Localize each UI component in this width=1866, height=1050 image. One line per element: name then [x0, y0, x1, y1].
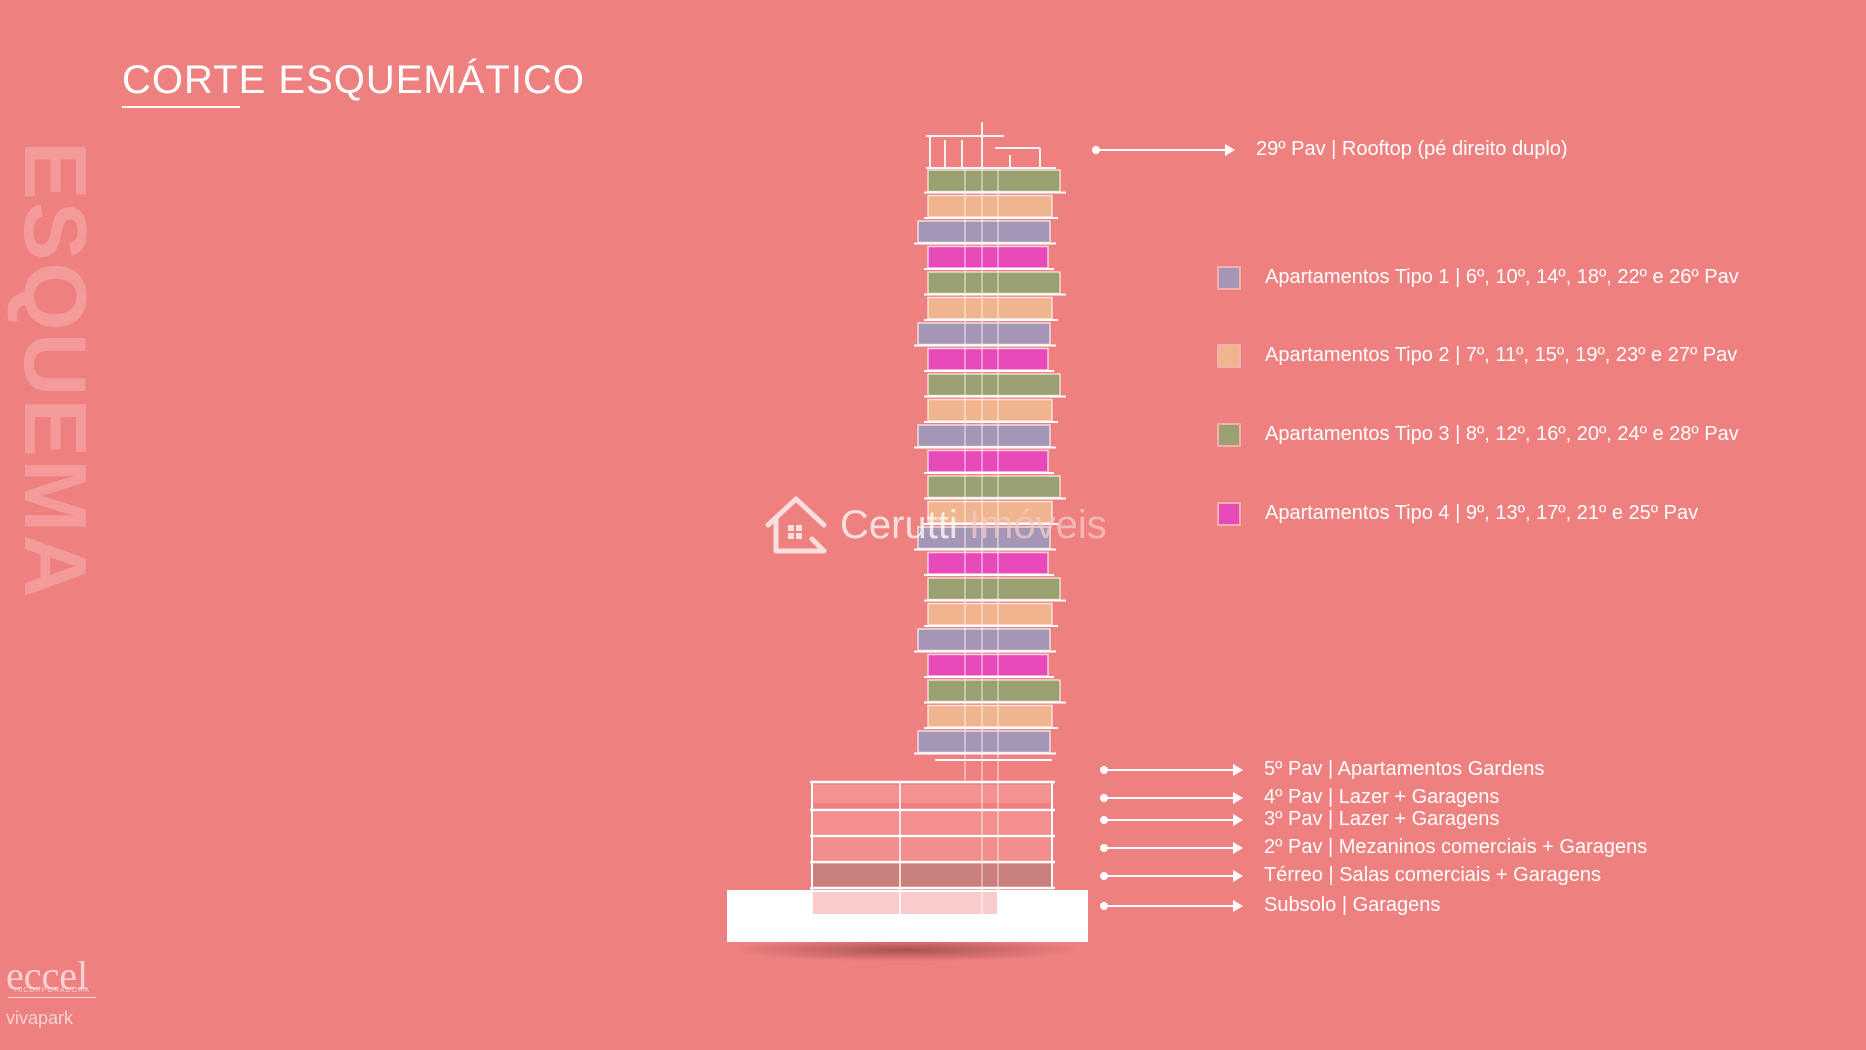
floor-band-tipo4 [927, 245, 1049, 269]
floor-band-tipo2 [927, 602, 1053, 626]
podium-level-subsolo [812, 892, 997, 914]
podium-level-terreo [812, 864, 1052, 888]
brand-logo-primary: eccel [6, 953, 89, 998]
floor-band-tipo2 [927, 398, 1053, 422]
subsolo-label: Subsolo | Garagens [1264, 894, 1441, 916]
terreo-label: Térreo | Salas comerciais + Garagens [1264, 864, 1602, 886]
gardens-label: 5º Pav | Apartamentos Gardens [1264, 758, 1545, 780]
podium-level-3 [812, 812, 1052, 834]
legend-swatch-tipo4 [1217, 502, 1241, 526]
floor-band-tipo1 [917, 628, 1051, 652]
title-underline [122, 106, 240, 108]
legend-label-tipo2: Apartamentos Tipo 2 | 7º, 11º, 15º, 19º,… [1265, 344, 1738, 366]
base-shadow [730, 938, 1080, 962]
rooftop [926, 122, 1056, 169]
podium-level-4 [812, 785, 1052, 803]
brand-logo-secondary: vivapark [6, 1008, 74, 1028]
podium-level-2 [812, 838, 1052, 860]
legend-swatch-tipo3 [1217, 423, 1241, 447]
house-icon [765, 496, 827, 554]
floor-band-tipo3 [927, 373, 1061, 397]
rooftop-arrow [1092, 144, 1235, 156]
brand-logo-primary-sub: INCORPORADORA [8, 987, 96, 998]
floor-band-tipo4 [927, 347, 1049, 371]
watermark: Cerutti Imóveis [762, 490, 1107, 560]
pav3-label: 3º Pav | Lazer + Garagens [1264, 808, 1500, 830]
pav2-arrow [1100, 842, 1243, 854]
rooftop-label: 29º Pav | Rooftop (pé direito duplo) [1256, 138, 1568, 160]
watermark-brand: Cerutti [840, 502, 958, 547]
floor-band-tipo4 [927, 449, 1049, 473]
gardens-arrow [1100, 764, 1243, 776]
floor-band-tipo1 [917, 220, 1051, 244]
pav4-label: 4º Pav | Lazer + Garagens [1264, 786, 1500, 808]
watermark-suffix: Imóveis [968, 502, 1107, 547]
floor-band-tipo4 [927, 653, 1049, 677]
podium [810, 759, 1055, 915]
tower-mullions [964, 168, 999, 915]
pav2-label: 2º Pav | Mezaninos comerciais + Garagens [1264, 836, 1648, 858]
floor-band-tipo3 [927, 577, 1061, 601]
legend-label-tipo3: Apartamentos Tipo 3 | 8º, 12º, 16º, 20º,… [1265, 423, 1739, 445]
watermark-text: Cerutti Imóveis [840, 503, 1107, 548]
legend-label-tipo4: Apartamentos Tipo 4 | 9º, 13º, 17º, 21º … [1265, 502, 1699, 524]
pav3-arrow [1100, 814, 1243, 826]
floor-band-tipo2 [927, 194, 1053, 218]
subsolo-arrow [1100, 900, 1243, 912]
tower-floors [914, 169, 1066, 755]
legend-label-tipo1: Apartamentos Tipo 1 | 6º, 10º, 14º, 18º,… [1265, 266, 1739, 288]
floor-band-tipo2 [927, 296, 1053, 320]
terreo-arrow [1100, 870, 1243, 882]
pav4-arrow [1100, 792, 1243, 804]
floor-band-tipo2 [927, 704, 1053, 728]
floor-band-tipo3 [927, 271, 1061, 295]
floor-band-tipo3 [927, 169, 1061, 193]
floor-band-tipo3 [927, 679, 1061, 703]
floor-band-tipo1 [917, 730, 1051, 754]
floor-band-tipo1 [917, 322, 1051, 346]
page-title: CORTE ESQUEMÁTICO [122, 58, 585, 102]
legend-swatch-tipo2 [1217, 344, 1241, 368]
floor-band-tipo1 [917, 424, 1051, 448]
legend-swatch-tipo1 [1217, 266, 1241, 290]
